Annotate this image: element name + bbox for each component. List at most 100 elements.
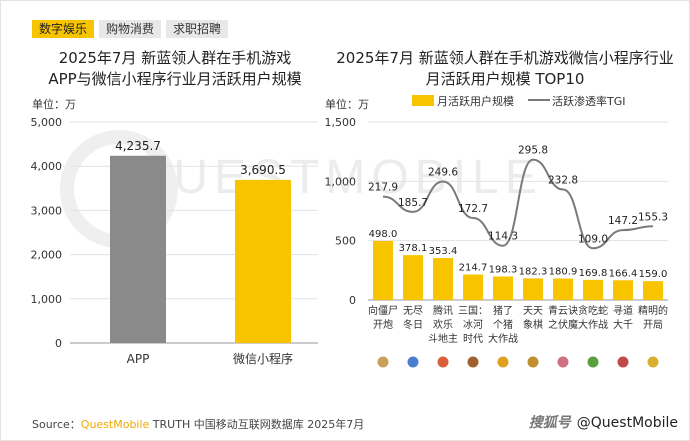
right-bar-value-label: 198.3 — [489, 264, 518, 275]
legend-bar-label: 月活跃用户规模 — [437, 94, 514, 108]
source-note: Source：QuestMobile TRUTH 中国移动互联网数据库 2025… — [32, 416, 364, 432]
right-bar-value-label: 169.8 — [579, 268, 608, 279]
right-ytick-label: 1,000 — [325, 175, 357, 188]
tgi-value-label: 172.7 — [458, 203, 488, 215]
corner-handle: @QuestMobile — [576, 415, 678, 431]
right-category-label: 欢乐 — [433, 318, 453, 331]
right-bar-value-label: 166.4 — [609, 268, 638, 279]
legend-line-label: 活跃渗透率TGI — [552, 94, 626, 108]
right-category-label: 时代 — [463, 333, 483, 345]
game-icon — [406, 355, 420, 369]
game-icon — [376, 355, 390, 369]
game-icon — [586, 355, 600, 369]
left-ytick-label: 4,000 — [31, 160, 63, 173]
right-category-label: 大千 — [613, 318, 633, 331]
right-bar — [553, 278, 573, 300]
right-category-label: 向僵尸 — [368, 304, 398, 317]
right-category-label: 冰河 — [463, 318, 483, 331]
tgi-value-label: 109.0 — [578, 233, 608, 245]
right-category-label: 猪了 — [493, 305, 513, 317]
game-icon — [556, 355, 570, 369]
right-category-label: 个猪 — [493, 319, 513, 331]
right-bar — [463, 274, 483, 300]
right-category-label: 无尽 — [403, 305, 423, 317]
right-chart-title: 2025年7月 新蓝领人群在手机游戏微信小程序行业 月活跃用户规模 TOP10 — [330, 48, 680, 90]
right-bar-value-label: 214.7 — [459, 263, 488, 274]
game-icon — [526, 355, 540, 369]
left-ytick-label: 3,000 — [31, 204, 63, 217]
left-ytick-label: 1,000 — [31, 293, 63, 306]
tgi-line — [382, 158, 654, 250]
right-bar — [583, 279, 603, 300]
right-bar-value-label: 182.3 — [519, 266, 548, 277]
tgi-value-label: 249.6 — [428, 167, 458, 179]
game-icon — [466, 355, 480, 369]
right-category-label: 开炮 — [373, 318, 393, 331]
right-unit-label: 单位：万 — [325, 98, 369, 111]
right-ytick-label: 0 — [349, 294, 356, 307]
right-category-label: 象棋 — [523, 318, 543, 331]
tgi-value-label: 232.8 — [548, 174, 578, 186]
right-ytick-label: 500 — [335, 235, 356, 248]
tgi-value-label: 155.3 — [638, 211, 668, 223]
right-category-label: 贪吃蛇 — [578, 304, 608, 317]
right-bar — [403, 255, 423, 300]
right-category-label: 大作战 — [488, 332, 518, 345]
right-bar — [523, 278, 543, 300]
tgi-value-label: 295.8 — [518, 145, 548, 157]
source-prefix: Source： — [32, 418, 81, 431]
left-chart-title-line1: 2025年7月 新蓝领人群在手机游戏 — [58, 49, 292, 67]
right-bar — [493, 276, 513, 300]
left-bar-value-label: 4,235.7 — [115, 139, 161, 153]
right-category-label: 开局 — [643, 319, 663, 331]
right-bar-value-label: 378.1 — [399, 243, 428, 254]
game-icon — [496, 355, 510, 369]
source-brand: QuestMobile — [80, 418, 150, 431]
left-category-label: APP — [127, 352, 150, 366]
right-category-label: 腾讯 — [433, 304, 453, 317]
corner-credit: 搜狐号 @QuestMobile — [529, 412, 678, 432]
source-rest: TRUTH 中国移动互联网数据库 2025年7月 — [149, 418, 365, 431]
right-category-label: 斗地主 — [428, 332, 458, 345]
left-ytick-label: 0 — [55, 337, 62, 350]
left-bar — [110, 155, 166, 343]
tab-shopping[interactable]: 购物消费 — [99, 20, 162, 38]
right-category-label: 大作战 — [578, 318, 608, 331]
right-category-label: 青云诀 — [548, 304, 578, 317]
right-category-label: 冬日 — [403, 318, 423, 331]
left-ytick-label: 5,000 — [31, 116, 63, 129]
right-chart-title-line2: 月活跃用户规模 TOP10 — [425, 70, 585, 88]
right-bar-value-label: 180.9 — [549, 267, 578, 278]
tgi-value-label: 217.9 — [368, 182, 398, 194]
sohu-logo: 搜狐号 — [528, 415, 571, 431]
game-icon — [646, 355, 660, 369]
left-ytick-label: 2,000 — [31, 249, 63, 262]
left-unit-label: 单位：万 — [32, 98, 76, 111]
right-category-label: 寻道 — [613, 304, 633, 317]
right-bar — [373, 240, 393, 300]
tgi-value-label: 185.7 — [398, 197, 428, 209]
right-bar — [613, 280, 633, 300]
tab-digital-entertainment[interactable]: 数字娱乐 — [32, 20, 95, 38]
right-bar-value-label: 498.0 — [369, 229, 398, 240]
tab-job-hunting[interactable]: 求职招聘 — [166, 20, 229, 38]
game-icon — [616, 355, 630, 369]
category-tabs: 数字娱乐 购物消费 求职招聘 — [32, 20, 229, 38]
tgi-value-label: 114.3 — [488, 231, 518, 243]
right-bar — [643, 281, 663, 300]
left-chart-title-line2: APP与微信小程序行业月活跃用户规模 — [48, 70, 302, 88]
left-bar-value-label: 3,690.5 — [240, 163, 286, 177]
right-bar-value-label: 353.4 — [429, 246, 458, 257]
tgi-value-label: 147.2 — [608, 215, 638, 227]
right-category-label: 天天 — [523, 306, 543, 317]
right-bar — [433, 258, 453, 300]
right-bar-value-label: 159.0 — [639, 269, 668, 280]
right-category-label: 三国： — [458, 305, 488, 317]
right-ytick-label: 1,500 — [325, 116, 357, 129]
watermark: QUESTMOBILE — [130, 151, 543, 204]
game-icon — [436, 355, 450, 369]
right-category-label: 精明的 — [638, 304, 668, 317]
left-chart-title: 2025年7月 新蓝领人群在手机游戏 APP与微信小程序行业月活跃用户规模 — [20, 48, 330, 90]
